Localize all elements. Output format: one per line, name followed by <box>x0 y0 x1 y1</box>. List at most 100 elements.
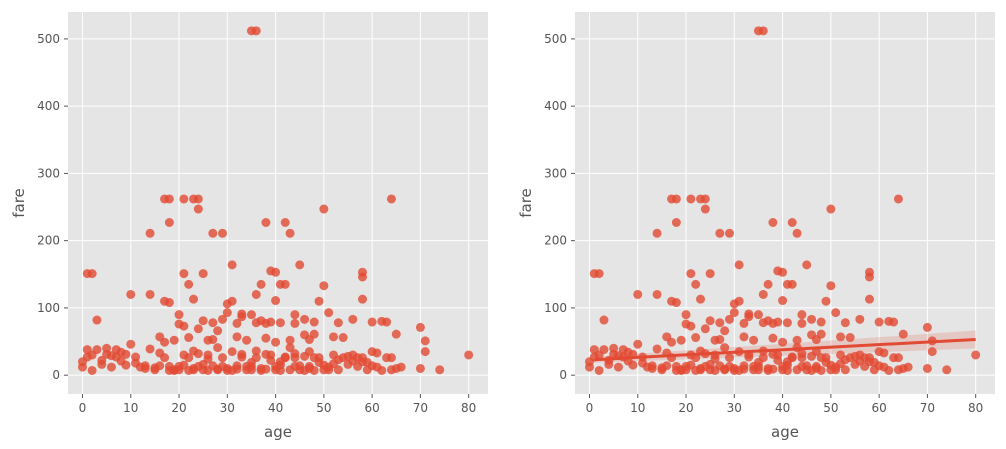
scatter-point <box>696 365 706 375</box>
scatter-point <box>285 343 295 353</box>
x-tick-label: 10 <box>123 401 138 415</box>
scatter-point <box>782 365 792 375</box>
scatter-point <box>140 361 150 371</box>
scatter-point <box>710 365 720 375</box>
scatter-point <box>309 353 319 363</box>
scatter-point <box>193 204 203 214</box>
scatter-point <box>826 204 836 214</box>
scatter-point <box>280 218 290 228</box>
scatter-point <box>415 363 425 373</box>
scatter-point <box>179 321 189 331</box>
scatter-point <box>739 364 749 374</box>
scatter-point <box>92 315 102 325</box>
scatter-point <box>787 218 797 228</box>
scatter-point <box>338 333 348 343</box>
regression-line <box>594 338 976 362</box>
scatter-point <box>768 218 778 228</box>
scatter-point <box>633 339 643 349</box>
scatter-point <box>739 332 749 342</box>
scatter-point <box>893 353 903 363</box>
scatter-point <box>193 349 203 359</box>
scatter-point <box>816 329 826 339</box>
scatter-point <box>333 318 343 328</box>
scatter-point <box>889 317 899 327</box>
x-tick-label: 20 <box>171 401 186 415</box>
scatter-point <box>232 364 242 374</box>
scatter-point <box>696 294 706 304</box>
scatter-point <box>261 333 271 343</box>
scatter-point <box>184 333 194 343</box>
scatter-point <box>773 355 783 365</box>
scatter-point <box>145 289 155 299</box>
scatter-point <box>807 330 817 340</box>
scatter-point <box>758 26 768 36</box>
scatter-point <box>372 348 382 358</box>
scatter-point <box>686 321 696 331</box>
scatter-point <box>256 316 266 326</box>
scatter-point <box>189 365 199 375</box>
scatter-point <box>290 349 300 359</box>
scatter-point <box>724 353 734 363</box>
scatter-point <box>396 362 406 372</box>
scatter-point <box>922 322 932 332</box>
scatter-point <box>671 218 681 228</box>
scatter-point <box>681 361 691 371</box>
scatter-point <box>715 318 725 328</box>
scatter-point <box>720 326 730 336</box>
scatter-point <box>227 296 237 306</box>
scatter-point <box>864 294 874 304</box>
scatter-point <box>671 298 681 308</box>
scatter-point <box>357 267 367 277</box>
scatter-point <box>217 228 227 238</box>
scatter-point <box>256 279 266 289</box>
x-tick-label: 30 <box>727 401 742 415</box>
scatter-point <box>724 228 734 238</box>
chart-panel-2: 0 10 20 30 40 50 60 70 80 0 100 200 300 400 500 age fare <box>517 12 995 441</box>
scatter-point <box>855 314 865 324</box>
scatter-point <box>686 269 696 279</box>
scatter-point <box>179 194 189 204</box>
y-tick-label: 500 <box>544 32 567 46</box>
scatter-point <box>633 289 643 299</box>
scatter-point <box>657 363 667 373</box>
x-tick-label: 70 <box>920 401 935 415</box>
x-tick-label: 0 <box>79 401 87 415</box>
y-tick-label: 300 <box>37 166 60 180</box>
scatter-point <box>372 362 382 372</box>
y-tick-label: 0 <box>52 368 60 382</box>
scatter-point <box>189 294 199 304</box>
scatter-point <box>251 26 261 36</box>
scatter-point <box>599 345 609 355</box>
scatter-point <box>464 350 474 360</box>
scatter-point <box>811 361 821 371</box>
scatter-point <box>213 343 223 353</box>
scatter-point <box>763 316 773 326</box>
scatter-point <box>715 335 725 345</box>
scatter-point <box>724 314 734 324</box>
scatter-point <box>329 332 339 342</box>
scatter-point <box>285 228 295 238</box>
scatter-point <box>638 358 648 368</box>
scatter-point <box>290 318 300 328</box>
scatter-point <box>160 337 170 347</box>
scatter-point <box>227 347 237 357</box>
scatter-point <box>792 228 802 238</box>
scatter-point <box>652 344 662 354</box>
x-tick-label: 80 <box>461 401 476 415</box>
scatter-point <box>193 324 203 334</box>
scatter-point <box>797 310 807 320</box>
scatter-point <box>261 218 271 228</box>
scatter-point <box>821 296 831 306</box>
scatter-point <box>391 329 401 339</box>
scatter-point <box>155 348 165 358</box>
x-tick-label: 40 <box>775 401 790 415</box>
scatter-point <box>193 194 203 204</box>
scatter-point <box>87 365 97 375</box>
scatter-point <box>845 333 855 343</box>
scatter-point <box>242 335 252 345</box>
scatter-point <box>309 329 319 339</box>
scatter-point <box>280 352 290 362</box>
x-axis-label: age <box>264 423 292 441</box>
y-tick-label: 0 <box>559 368 567 382</box>
scatter-point <box>164 218 174 228</box>
